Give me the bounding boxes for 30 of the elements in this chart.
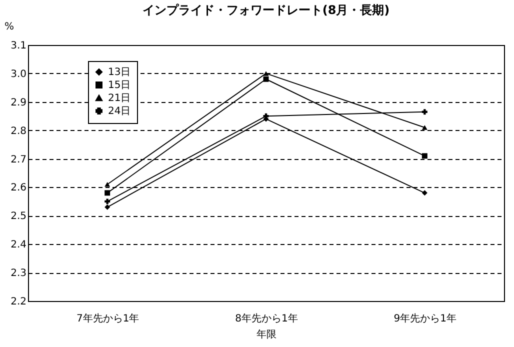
x-tick-label: 7年先から1年 [76,312,140,324]
y-tick-label: 2.3 [10,268,26,280]
y-tick-label: 2.4 [10,240,26,251]
y-tick-label: 2.7 [10,154,26,166]
x-axis-title: 年限 [256,328,276,340]
legend-label: 21日 [108,93,131,104]
point [104,182,110,187]
y-axis-title: % [4,22,14,32]
y-tick-label: 2.6 [10,182,26,194]
x-tick-label: 8年先から1年 [235,312,298,324]
chart-title: インプライド・フォワードレート(8月・長期) [142,3,390,17]
legend-label: 24日 [108,106,131,117]
point [104,204,110,210]
point [104,198,110,204]
point [422,125,428,130]
point [422,153,428,159]
point [422,190,428,196]
point [263,71,269,76]
legend-label: 15日 [108,80,131,91]
y-tick-label: 3.0 [10,68,26,80]
x-tick-label: 9年先から1年 [394,312,457,324]
y-tick-label: 2.2 [10,296,26,308]
y-tick-label: 3.1 [10,40,26,52]
point [104,190,110,196]
y-tick-label: 2.5 [10,211,26,222]
y-tick-label: 2.8 [10,126,26,137]
y-tick-label: 2.9 [10,97,26,108]
point [263,76,269,82]
legend-label: 13日 [108,67,131,78]
point [422,109,428,115]
